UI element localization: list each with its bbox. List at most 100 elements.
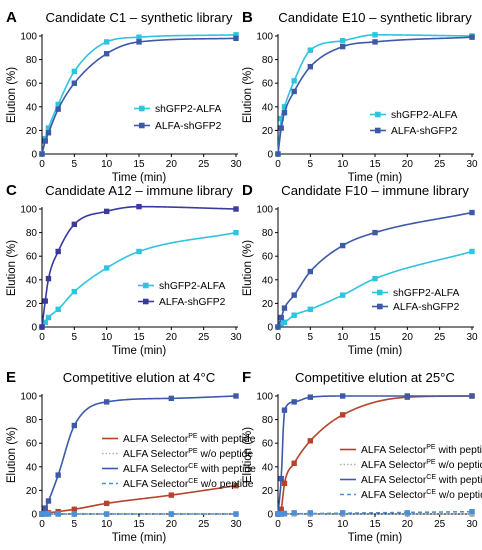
chart-title: Candidate A12 – immune library [45, 183, 233, 198]
x-tick-label: 20 [166, 519, 178, 530]
data-point [281, 319, 288, 325]
x-tick-label: 30 [466, 519, 478, 530]
data-point [291, 292, 297, 298]
data-point [42, 505, 48, 511]
x-tick-label: 5 [308, 519, 314, 530]
x-tick-label: 20 [402, 159, 414, 170]
chart-title: Competitive elution at 25°C [295, 370, 455, 385]
data-point [291, 399, 297, 405]
x-tick-label: 25 [198, 332, 210, 343]
data-point [45, 511, 52, 517]
y-tick-label: 0 [267, 150, 273, 161]
y-tick-label: 100 [20, 392, 37, 403]
y-tick-label: 0 [31, 510, 37, 521]
legend-label: shGFP2-ALFA [391, 110, 458, 121]
panel-d: D Candidate F10 – immune library 0 20 40 60 80… [242, 182, 478, 357]
data-point [291, 78, 297, 84]
data-point [136, 248, 142, 255]
y-tick-label: 100 [256, 205, 273, 216]
data-point [372, 229, 378, 236]
x-tick-label: 0 [275, 332, 281, 343]
legend-marker [143, 298, 149, 305]
data-point [233, 206, 239, 212]
legend-label: shGFP2-ALFA [159, 281, 226, 292]
y-tick-label: 60 [26, 79, 38, 90]
panel-letter: E [6, 369, 16, 386]
legend-label: ALFA SelectorPE with peptide [361, 444, 482, 456]
y-tick-label: 20 [262, 299, 274, 310]
data-point [42, 298, 48, 304]
series-line [41, 34, 237, 155]
y-axis-label: Elution (%) [242, 427, 254, 483]
data-point [291, 312, 297, 318]
panel-letter: A [6, 9, 17, 26]
panel-letter: C [6, 182, 17, 199]
series-line [41, 205, 237, 328]
data-point [45, 125, 52, 131]
data-point [71, 288, 78, 295]
data-point [71, 80, 78, 86]
data-point [278, 511, 284, 517]
y-axis-label: Elution (%) [6, 427, 18, 483]
panel-letter: D [242, 182, 253, 199]
y-tick-label: 0 [267, 510, 273, 521]
x-tick-label: 15 [133, 332, 145, 343]
data-point [103, 500, 110, 507]
y-tick-label: 60 [26, 252, 38, 263]
series-1 [275, 248, 475, 330]
y-tick-label: 80 [26, 228, 38, 239]
panel-e: E Competitive elution at 4°C 0 20 40 60 80 100 0… [6, 369, 256, 544]
panel-letter: B [242, 9, 253, 26]
legend-label: ALFA SelectorCE with peptide [361, 474, 482, 486]
data-point [339, 242, 346, 249]
data-point [233, 32, 239, 38]
data-point [278, 115, 284, 122]
data-point [281, 305, 288, 311]
legend: ALFA SelectorPE with peptide ALFA Selecto… [340, 444, 482, 501]
data-point [275, 324, 281, 330]
data-point [39, 324, 45, 330]
data-point [168, 492, 175, 498]
data-point [55, 106, 61, 112]
legend-label: ALFA-shGFP2 [391, 126, 458, 137]
data-point [71, 68, 78, 75]
y-tick-label: 80 [262, 415, 274, 426]
data-point [103, 399, 110, 405]
data-point [291, 460, 297, 466]
x-tick-label: 10 [101, 159, 113, 170]
y-tick-label: 100 [20, 32, 37, 43]
series-4 [275, 508, 475, 517]
x-axis-label: Time (min) [112, 345, 167, 357]
y-tick-label: 80 [26, 55, 38, 66]
x-axis-label: Time (min) [348, 532, 403, 544]
data-point [281, 480, 288, 487]
legend-label: ALFA SelectorCE with peptide [123, 463, 256, 475]
y-tick-label: 60 [262, 79, 274, 90]
data-point [233, 229, 239, 236]
legend-label: ALFA-shGFP2 [155, 121, 222, 132]
x-tick-label: 30 [230, 519, 242, 530]
data-point [307, 394, 314, 400]
legend-marker [377, 289, 383, 296]
y-tick-label: 0 [31, 150, 37, 161]
legend-label: ALFA-shGFP2 [159, 297, 226, 308]
legend-label: ALFA SelectorPE w/o peptide [123, 448, 253, 460]
y-axis-label: Elution (%) [6, 67, 18, 123]
y-tick-label: 0 [31, 323, 37, 334]
y-tick-label: 60 [26, 439, 38, 450]
data-point [339, 393, 346, 399]
x-tick-label: 5 [72, 332, 78, 343]
x-axis-label: Time (min) [112, 172, 167, 184]
y-tick-label: 40 [262, 462, 274, 473]
legend: ALFA SelectorPE with peptide ALFA Selecto… [102, 433, 256, 490]
data-point [103, 208, 110, 215]
y-tick-label: 100 [256, 392, 273, 403]
data-point [71, 422, 78, 429]
y-tick-label: 20 [26, 299, 38, 310]
data-point [103, 265, 110, 271]
data-point [136, 39, 142, 45]
series-2 [275, 34, 475, 157]
legend-label: shGFP2-ALFA [155, 104, 222, 115]
series-1 [39, 32, 239, 157]
series-line [41, 231, 237, 328]
